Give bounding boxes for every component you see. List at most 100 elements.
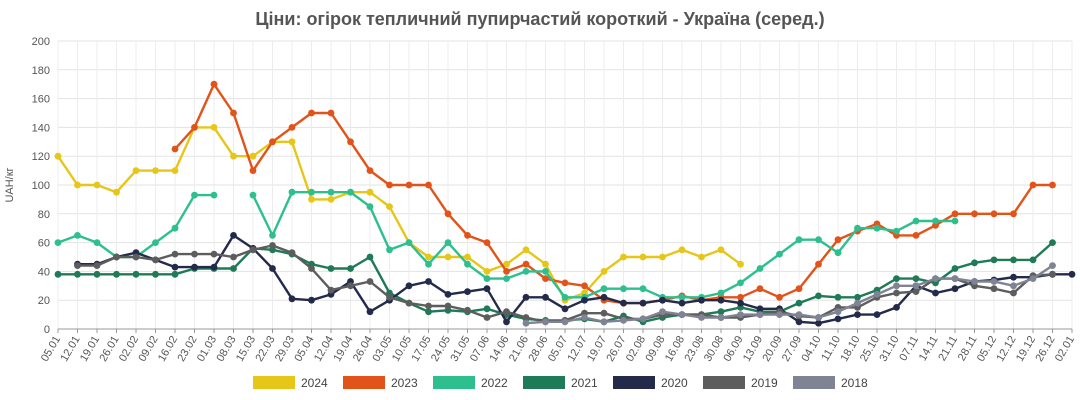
data-point[interactable] [951,210,959,218]
data-point[interactable] [542,260,549,268]
data-point[interactable] [503,308,510,316]
data-point[interactable] [386,181,393,189]
data-point[interactable] [561,279,569,287]
data-point[interactable] [912,282,920,290]
data-point[interactable] [230,253,237,261]
data-point[interactable] [308,296,315,304]
data-point[interactable] [951,285,959,293]
data-point[interactable] [600,268,608,275]
data-point[interactable] [366,203,374,211]
data-point[interactable] [698,314,705,321]
data-point[interactable] [171,167,179,175]
data-point[interactable] [230,232,237,239]
data-point[interactable] [951,217,959,225]
data-point[interactable] [678,299,686,307]
data-point[interactable] [366,253,374,261]
data-point[interactable] [93,239,101,247]
data-point[interactable] [1010,256,1017,264]
data-point[interactable] [366,278,374,285]
data-point[interactable] [210,80,218,88]
data-point[interactable] [191,191,198,199]
data-point[interactable] [1049,239,1056,247]
data-point[interactable] [230,152,237,160]
data-point[interactable] [854,293,861,301]
data-point[interactable] [893,282,900,290]
data-point[interactable] [308,109,315,117]
data-point[interactable] [717,308,725,316]
data-point[interactable] [405,282,413,290]
data-point[interactable] [971,210,978,218]
data-point[interactable] [776,250,783,258]
legend-item-2020[interactable]: 2020 [613,376,688,390]
data-point[interactable] [308,196,315,203]
data-point[interactable] [815,292,822,300]
data-point[interactable] [366,308,374,316]
data-point[interactable] [659,296,666,304]
data-point[interactable] [152,239,159,247]
data-point[interactable] [347,188,354,196]
data-point[interactable] [659,253,666,261]
data-point[interactable] [737,299,744,307]
data-point[interactable] [815,314,822,321]
data-point[interactable] [795,318,803,326]
data-point[interactable] [210,124,218,131]
data-point[interactable] [171,145,179,153]
data-point[interactable] [74,270,81,278]
data-point[interactable] [717,246,725,254]
data-point[interactable] [93,181,101,189]
data-point[interactable] [347,265,354,272]
data-point[interactable] [93,262,101,269]
data-point[interactable] [444,291,452,298]
data-point[interactable] [815,236,822,244]
data-point[interactable] [737,260,744,268]
data-point[interactable] [152,256,159,264]
data-point[interactable] [717,296,725,304]
data-point[interactable] [171,224,179,232]
data-point[interactable] [54,152,62,160]
data-point[interactable] [581,314,588,321]
data-point[interactable] [210,191,218,199]
data-point[interactable] [503,268,510,275]
data-point[interactable] [74,232,81,239]
data-point[interactable] [990,278,998,285]
data-point[interactable] [54,239,62,247]
data-point[interactable] [522,260,530,268]
data-point[interactable] [893,304,900,311]
data-point[interactable] [561,305,569,313]
data-point[interactable] [327,196,335,203]
data-point[interactable] [542,275,549,282]
data-point[interactable] [1010,282,1017,290]
data-point[interactable] [464,232,471,239]
data-point[interactable] [639,285,647,293]
data-point[interactable] [230,109,237,117]
data-point[interactable] [444,253,452,261]
data-point[interactable] [405,299,413,307]
data-point[interactable] [425,260,432,268]
data-point[interactable] [1029,256,1037,264]
data-point[interactable] [620,253,627,261]
data-point[interactable] [912,217,920,225]
data-point[interactable] [737,293,744,301]
data-point[interactable] [522,268,530,275]
data-point[interactable] [113,270,120,278]
data-point[interactable] [795,285,803,293]
legend-item-2018[interactable]: 2018 [793,376,868,390]
data-point[interactable] [249,167,257,175]
data-point[interactable] [834,315,842,323]
data-point[interactable] [483,285,491,293]
data-point[interactable] [483,239,491,247]
data-point[interactable] [464,260,471,268]
data-point[interactable] [171,263,179,271]
data-point[interactable] [756,305,764,313]
data-point[interactable] [873,291,881,298]
data-point[interactable] [425,302,432,310]
data-point[interactable] [327,109,335,117]
data-point[interactable] [678,246,686,254]
data-point[interactable] [288,249,296,257]
data-point[interactable] [171,270,179,278]
data-point[interactable] [639,299,647,307]
data-point[interactable] [854,311,861,318]
data-point[interactable] [503,260,510,268]
data-point[interactable] [737,279,744,287]
data-point[interactable] [971,278,978,285]
